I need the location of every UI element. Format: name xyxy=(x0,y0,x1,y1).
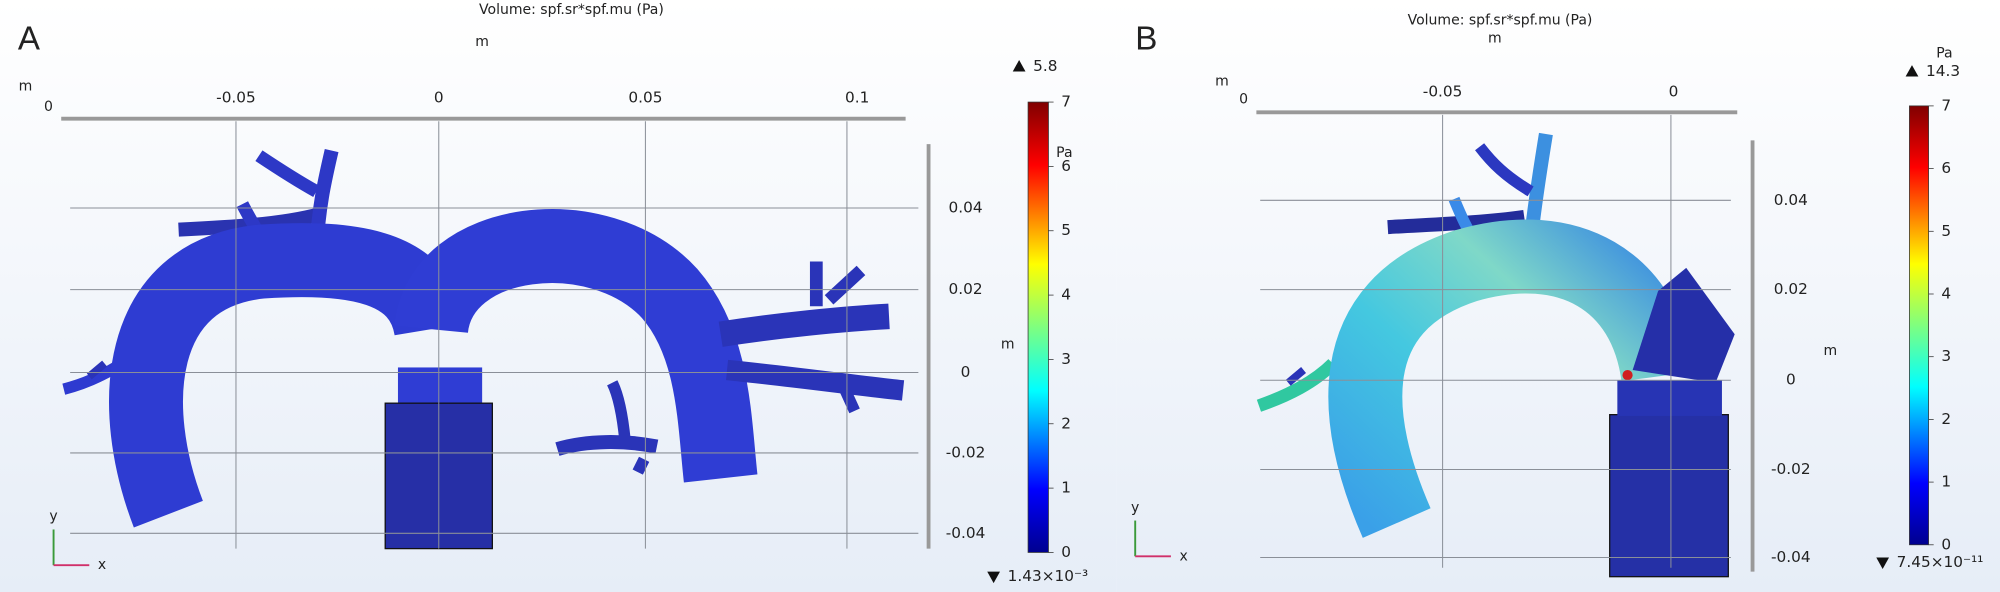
min-marker xyxy=(987,571,1000,584)
min-marker xyxy=(1876,557,1890,570)
max-marker xyxy=(1012,59,1026,72)
y-tick-label: 0.02 xyxy=(949,280,983,298)
x-tick-label: 0 xyxy=(1669,82,1679,100)
colorbar-tick-label: 3 xyxy=(1061,350,1071,368)
colorbar-tick-label: 1 xyxy=(1061,479,1071,497)
y-tick-label: 0.04 xyxy=(1774,191,1808,209)
triad-y-label: y xyxy=(1131,500,1139,516)
y-tick-label: 0.02 xyxy=(1774,280,1808,298)
colorbar-tick-label: 4 xyxy=(1061,286,1071,304)
max-marker xyxy=(1905,65,1919,77)
y-axis-unit: m xyxy=(1001,336,1015,352)
panel-b-model xyxy=(1256,132,1735,578)
colorbar-tick-label: 0 xyxy=(1061,543,1071,561)
colorbar-tick-label: 3 xyxy=(1941,347,1951,365)
colorbar-min: 7.45×10⁻¹¹ xyxy=(1897,553,1984,571)
x-tick-label: 0.05 xyxy=(628,89,662,107)
colorbar-tick-label: 5 xyxy=(1061,221,1071,239)
y-tick-label: 0 xyxy=(961,363,971,381)
corner-unit: m xyxy=(1215,74,1229,90)
corner-unit: m xyxy=(19,79,33,95)
colorbar-tick-label: 1 xyxy=(1941,473,1951,491)
y-tick-label: -0.04 xyxy=(1771,548,1811,566)
colorbar-min: 1.43×10⁻³ xyxy=(1008,567,1089,585)
corner-value: 0 xyxy=(44,99,53,115)
colorbar-tick-label: 7 xyxy=(1941,96,1951,114)
colorbar-max: 14.3 xyxy=(1926,62,1960,80)
colorbar xyxy=(1027,101,1049,553)
x-tick-label: 0.1 xyxy=(845,89,869,107)
y-tick-label: -0.02 xyxy=(1771,460,1811,478)
plot-title: Volume: spf.sr*spf.mu (Pa) xyxy=(479,2,664,18)
y-tick-label: 0 xyxy=(1786,371,1796,389)
colorbar-tick-label: 4 xyxy=(1941,284,1951,302)
colorbar-unit: Pa xyxy=(1936,46,1952,62)
plot-title: Volume: spf.sr*spf.mu (Pa) xyxy=(1408,12,1593,28)
colorbar-tick-label: 0 xyxy=(1941,535,1951,553)
x-tick-label: -0.05 xyxy=(1423,82,1463,100)
panel-label: A xyxy=(18,21,41,58)
corner-value: 0 xyxy=(1239,92,1248,108)
triad-x-label: x xyxy=(1180,548,1188,564)
triad-x-label: x xyxy=(98,557,106,573)
x-tick-label: 0 xyxy=(434,89,444,107)
colorbar-max: 5.8 xyxy=(1033,57,1057,75)
x-axis-unit: m xyxy=(475,34,489,50)
colorbar xyxy=(1909,105,1929,546)
colorbar-tick-label: 2 xyxy=(1941,410,1951,428)
y-axis-unit: m xyxy=(1824,343,1838,359)
y-tick-label: -0.02 xyxy=(946,443,986,461)
panel-label: B xyxy=(1135,21,1157,58)
colorbar-tick-label: 2 xyxy=(1061,414,1071,432)
colorbar-unit: Pa xyxy=(1056,145,1072,161)
colorbar-tick-label: 6 xyxy=(1061,157,1071,175)
x-axis-unit: m xyxy=(1488,30,1502,46)
colorbar-tick-label: 5 xyxy=(1941,222,1951,240)
triad-y-label: y xyxy=(49,509,57,525)
colorbar-tick-label: 7 xyxy=(1061,93,1071,111)
x-tick-label: -0.05 xyxy=(216,89,256,107)
y-tick-label: 0.04 xyxy=(949,198,983,216)
y-tick-label: -0.04 xyxy=(946,524,986,542)
colorbar-tick-label: 6 xyxy=(1941,159,1951,177)
